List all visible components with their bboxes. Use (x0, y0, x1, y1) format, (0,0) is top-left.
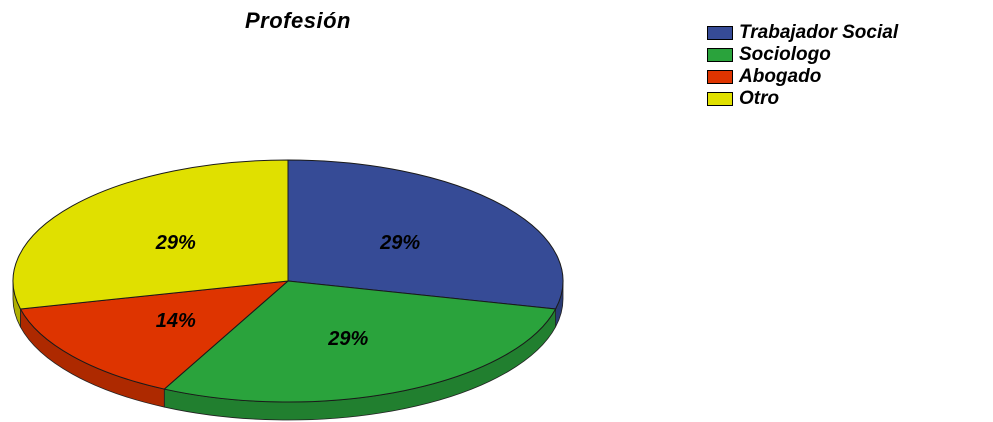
slice-label: 29% (379, 232, 420, 254)
legend-item-abogado: Abogado (707, 66, 898, 88)
pie-slice-trabajador-social (287, 159, 564, 310)
legend-label: Abogado (739, 66, 822, 87)
pie-slice-otro (12, 159, 289, 310)
legend-label: Otro (739, 88, 780, 109)
pie-slice-sociologo (163, 280, 557, 403)
slice-label: 14% (156, 310, 196, 332)
pie-slice-abogado (19, 280, 290, 390)
slice-label: 29% (155, 232, 196, 254)
legend: Trabajador Social Sociologo Abogado Otro (707, 22, 898, 110)
legend-swatch (707, 92, 733, 106)
legend-label: Sociologo (739, 44, 831, 65)
legend-swatch (707, 70, 733, 84)
legend-swatch (707, 26, 733, 40)
chart-title: Profesión (245, 8, 351, 33)
legend-item-sociologo: Sociologo (707, 44, 898, 66)
slice-label: 29% (327, 328, 368, 350)
legend-item-otro: Otro (707, 88, 898, 110)
legend-label: Trabajador Social (739, 22, 899, 43)
pie-top: 29% 29% 14% 29% (12, 159, 564, 403)
legend-swatch (707, 48, 733, 62)
legend-item-trabajador-social: Trabajador Social (707, 22, 898, 44)
